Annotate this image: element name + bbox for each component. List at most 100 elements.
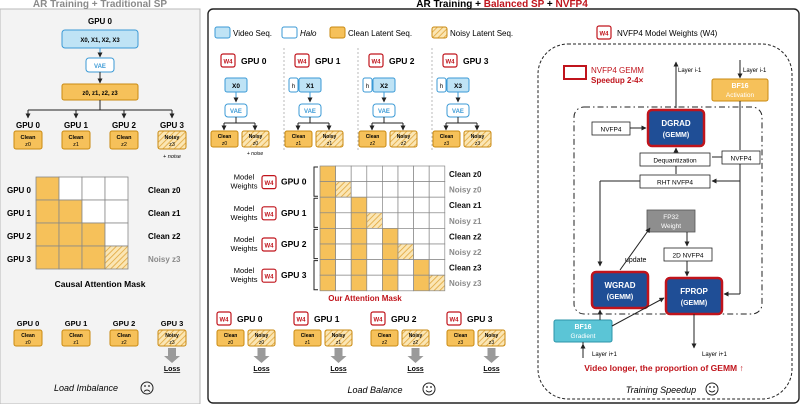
left-bottom-chunk-0-t2: z0	[25, 340, 31, 346]
left-mask-cell	[81, 245, 106, 270]
mid-mask-cell	[366, 196, 383, 214]
legend-noisy: Noisy Latent Seq.	[450, 29, 513, 38]
left-mask-cell	[104, 176, 129, 201]
mid-bottom-gpu-name: GPU 1	[314, 314, 340, 324]
mid-bottom-clean-t1: Clean	[224, 333, 238, 339]
left-mask-gpu-0: GPU 0	[7, 186, 32, 195]
w4-chip-icon	[294, 53, 310, 68]
w4-chip-label: W4	[297, 318, 307, 324]
mid-noisy-t1: Noisy	[471, 134, 485, 140]
left-mask-label-2: Clean z2	[148, 232, 181, 241]
gemm-legend-swatch	[563, 65, 587, 80]
mid-bottom-noisy-t1: Noisy	[255, 333, 269, 339]
model-weights-label: Model	[234, 235, 255, 244]
mid-mask-gpu-label: GPU 1	[281, 208, 307, 218]
loss-arrow-icon	[330, 348, 347, 363]
left-bottom-chunk-0-t1: Clean	[21, 333, 35, 339]
w4-chip-icon	[261, 237, 277, 252]
gemm-legend-1: NVFP4 GEMM	[591, 66, 644, 75]
mid-clean-t2: z1	[296, 141, 302, 147]
legend-clean-swatch	[329, 26, 346, 39]
mid-noisy-chunk	[463, 130, 492, 148]
mid-bottom-clean-t1: Clean	[454, 333, 468, 339]
left-mask-cell	[81, 176, 106, 201]
mid-bottom-noisy	[324, 329, 353, 347]
mid-mask-cell	[413, 181, 430, 198]
mid-clean-t1: Clean	[366, 134, 380, 140]
mid-footer: Load Balance	[347, 385, 402, 395]
speedup-panel: NVFP4 GEMM Speedup 2-4× Layer i-1 Layer …	[537, 43, 793, 400]
mid-noisy-chunk	[241, 130, 270, 148]
legend-halo-swatch	[281, 26, 298, 39]
w4-chip-label: W4	[372, 60, 382, 66]
mid-clean-t2: z0	[222, 141, 228, 147]
mid-mask-row-label: Noisy z1	[449, 217, 482, 226]
mid-mask-cell	[413, 165, 430, 182]
mid-video-label: X3	[454, 83, 462, 90]
mid-mask-row-label: Clean z2	[449, 232, 482, 241]
layer-top-right: Layer i-1	[743, 68, 767, 74]
left-gpu0-label: GPU 0	[88, 17, 113, 26]
mid-bottom-noisy	[477, 329, 506, 347]
left-mask-cell	[81, 199, 106, 224]
mid-bottom-gpu-name: GPU 0	[237, 314, 263, 324]
mid-bottom-gpu-name: GPU 3	[467, 314, 493, 324]
mid-video-label: X1	[306, 83, 314, 90]
mid-noise-note: + noise	[247, 151, 263, 157]
mid-mask-cell	[382, 196, 399, 214]
mid-vae-label: VAE	[230, 109, 242, 115]
mid-mask-cell	[397, 274, 414, 292]
mid-mask-cell	[335, 259, 352, 276]
w4-chip-label: W4	[446, 60, 456, 66]
left-bottom-chunk-1	[61, 329, 91, 347]
mid-bottom-clean-t1: Clean	[378, 333, 392, 339]
mid-bottom-noisy	[401, 329, 430, 347]
left-causal-mask	[35, 176, 129, 270]
left-footer: Load Imbalance	[54, 383, 118, 393]
left-loss-arrow-icon	[164, 348, 180, 363]
mid-mask-row-label: Clean z1	[449, 201, 482, 210]
speedup-bottom-text: Video longer, the proportion of GEMM ↑	[584, 363, 743, 373]
left-chunk-0-t1: Clean	[21, 135, 37, 141]
loss-arrow-icon	[253, 348, 270, 363]
model-weights-label: Model	[234, 173, 255, 182]
left-mask-cell	[58, 222, 83, 247]
mid-clean-chunk	[358, 130, 387, 148]
mid-mask-cell	[350, 228, 368, 245]
mid-mask-cell	[350, 212, 368, 229]
legend-halo: Halo	[300, 29, 317, 38]
halo-box	[436, 77, 447, 93]
left-bottom-gpu-2: GPU 2	[113, 319, 136, 328]
mid-clean-t2: z2	[370, 141, 376, 147]
model-weights-label: Model	[234, 266, 255, 275]
mid-vae-label: VAE	[304, 109, 316, 115]
legend-video: Video Seq.	[233, 29, 272, 38]
left-bottom-chunk-3-t2: z3	[169, 340, 175, 346]
left-panel: AR Training + Traditional SP GPU 0 X0, X…	[0, 0, 201, 404]
bf16-act-2: Activation	[726, 92, 755, 99]
mid-mask-gpu-label: GPU 0	[281, 177, 307, 187]
mid-mask-row-label: Clean z0	[449, 170, 482, 179]
mid-bottom-clean-t1: Clean	[301, 333, 315, 339]
wgrad-box	[590, 270, 650, 310]
mid-mask-cell	[319, 165, 336, 182]
w4-chip-icon	[368, 53, 384, 68]
mid-vae-label: VAE	[378, 109, 390, 115]
mid-clean-chunk	[432, 130, 461, 148]
mid-clean-t1: Clean	[218, 134, 232, 140]
left-chunk-0-t2: z0	[25, 142, 31, 148]
mid-mask-row-label: Noisy z2	[449, 248, 482, 257]
mid-mask-caption: Our Attention Mask	[328, 294, 402, 303]
mid-clean-t1: Clean	[292, 134, 306, 140]
mid-mask-row-label: Noisy z0	[449, 186, 482, 195]
w4-chip-icon	[442, 53, 458, 68]
left-bottom-chunk-2-t2: z2	[121, 340, 127, 346]
mid-bottom-noisy-t2: z2	[413, 340, 419, 346]
w4-chip-label: W4	[265, 212, 275, 218]
mid-mask-cell	[319, 228, 336, 245]
mid-noisy-t2: z1	[327, 141, 333, 147]
mid-mask-cell	[335, 196, 352, 214]
mid-mask-cell	[382, 181, 399, 198]
left-bottom-chunk-1-t2: z1	[73, 340, 79, 346]
